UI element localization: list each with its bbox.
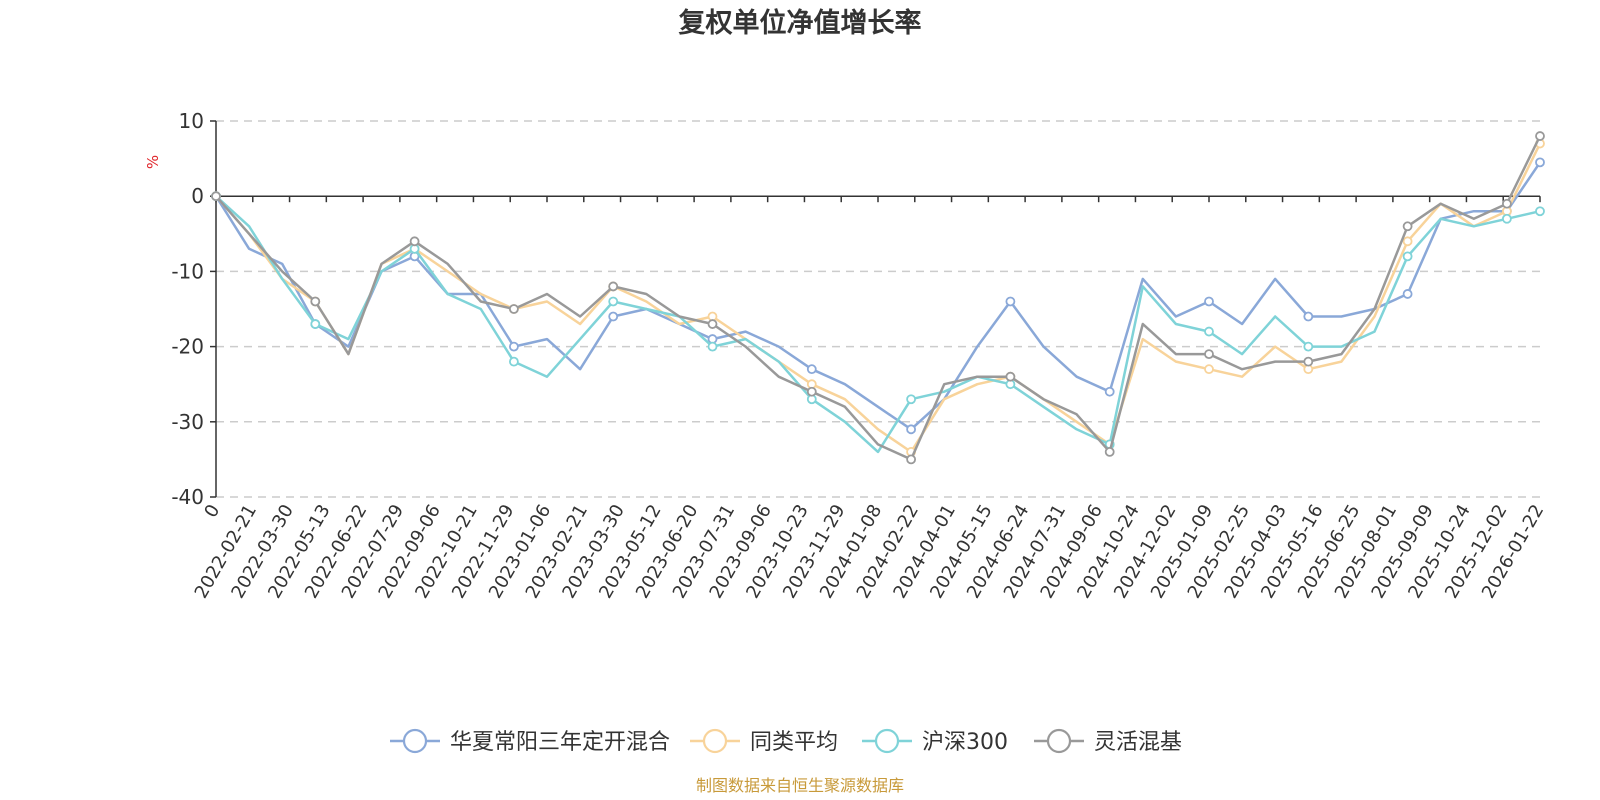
data-point bbox=[707, 341, 718, 352]
data-point bbox=[1402, 251, 1413, 262]
data-point bbox=[906, 454, 916, 465]
data-point bbox=[1204, 364, 1214, 375]
data-point bbox=[806, 386, 817, 397]
legend[interactable]: 华夏常阳三年定开混合 同类平均 沪深300 灵活混基 bbox=[390, 728, 1182, 755]
legend-label: 华夏常阳三年定开混合 bbox=[450, 730, 670, 755]
legend-item-3[interactable]: 沪深300 bbox=[862, 728, 1008, 755]
legend-label: 同类平均 bbox=[750, 730, 838, 755]
legend-marker bbox=[1046, 728, 1072, 754]
data-point bbox=[1303, 356, 1314, 367]
legend-item-1[interactable]: 华夏常阳三年定开混合 bbox=[390, 728, 670, 755]
data-point bbox=[608, 281, 619, 292]
x-tick-label: 0 bbox=[200, 501, 224, 521]
data-point bbox=[906, 394, 916, 405]
legend-label: 沪深300 bbox=[922, 730, 1008, 755]
series-line bbox=[215, 195, 1541, 454]
y-tick-label: 0 bbox=[191, 184, 204, 208]
data-source-note: 制图数据来自恒生聚源数据库 bbox=[696, 776, 904, 795]
data-point bbox=[608, 296, 619, 307]
data-point bbox=[707, 319, 718, 329]
data-point bbox=[1204, 326, 1214, 337]
legend-marker bbox=[874, 728, 900, 754]
data-point bbox=[1104, 446, 1115, 457]
series-line bbox=[214, 161, 1542, 431]
axes bbox=[210, 120, 1541, 498]
grid-lines bbox=[216, 120, 1540, 498]
data-point bbox=[1502, 213, 1512, 224]
chart-title: 复权单位净值增长率 bbox=[679, 7, 922, 39]
data-point bbox=[608, 311, 619, 322]
data-point bbox=[409, 236, 420, 247]
data-point bbox=[310, 319, 321, 329]
data-point bbox=[1402, 289, 1413, 299]
data-point bbox=[906, 424, 916, 435]
y-tick-label: 10 bbox=[179, 109, 204, 133]
y-tick-label: -40 bbox=[171, 485, 204, 509]
y-tick-label: -10 bbox=[171, 259, 204, 283]
data-point bbox=[509, 356, 519, 367]
legend-item-4[interactable]: 灵活混基 bbox=[1034, 728, 1182, 755]
data-point bbox=[310, 296, 321, 307]
data-point bbox=[1402, 236, 1413, 247]
data-point bbox=[1402, 221, 1413, 232]
data-point bbox=[1502, 198, 1512, 209]
data-point bbox=[1535, 157, 1545, 168]
data-point bbox=[509, 304, 519, 314]
data-point bbox=[1303, 311, 1314, 322]
y-tick-label: -30 bbox=[171, 410, 204, 434]
data-point bbox=[806, 364, 817, 375]
y-tick-labels: 10 0 -10 -20 -30 -40 bbox=[171, 109, 204, 509]
data-point bbox=[1005, 296, 1016, 307]
series-2 bbox=[211, 138, 1545, 457]
legend-label: 灵活混基 bbox=[1094, 730, 1182, 755]
y-tick-label: -20 bbox=[171, 335, 204, 359]
data-point bbox=[1303, 341, 1314, 352]
data-point bbox=[1104, 386, 1115, 397]
series-lines bbox=[211, 131, 1545, 465]
legend-item-2[interactable]: 同类平均 bbox=[690, 728, 838, 755]
data-point bbox=[1535, 206, 1545, 217]
data-point bbox=[1204, 296, 1214, 307]
x-tick-labels: 02022-02-212022-03-302022-05-132022-06-2… bbox=[191, 501, 1549, 602]
series-line bbox=[215, 143, 1542, 454]
y-axis-unit: % bbox=[144, 155, 162, 169]
data-point bbox=[1535, 131, 1545, 141]
data-point bbox=[509, 341, 519, 352]
legend-marker bbox=[402, 728, 428, 754]
legend-marker bbox=[702, 728, 728, 754]
data-point bbox=[1005, 371, 1016, 382]
series-3 bbox=[211, 191, 1545, 454]
series-4 bbox=[211, 131, 1545, 465]
data-point bbox=[1204, 349, 1214, 360]
data-point bbox=[211, 191, 221, 202]
series-line bbox=[215, 135, 1542, 461]
